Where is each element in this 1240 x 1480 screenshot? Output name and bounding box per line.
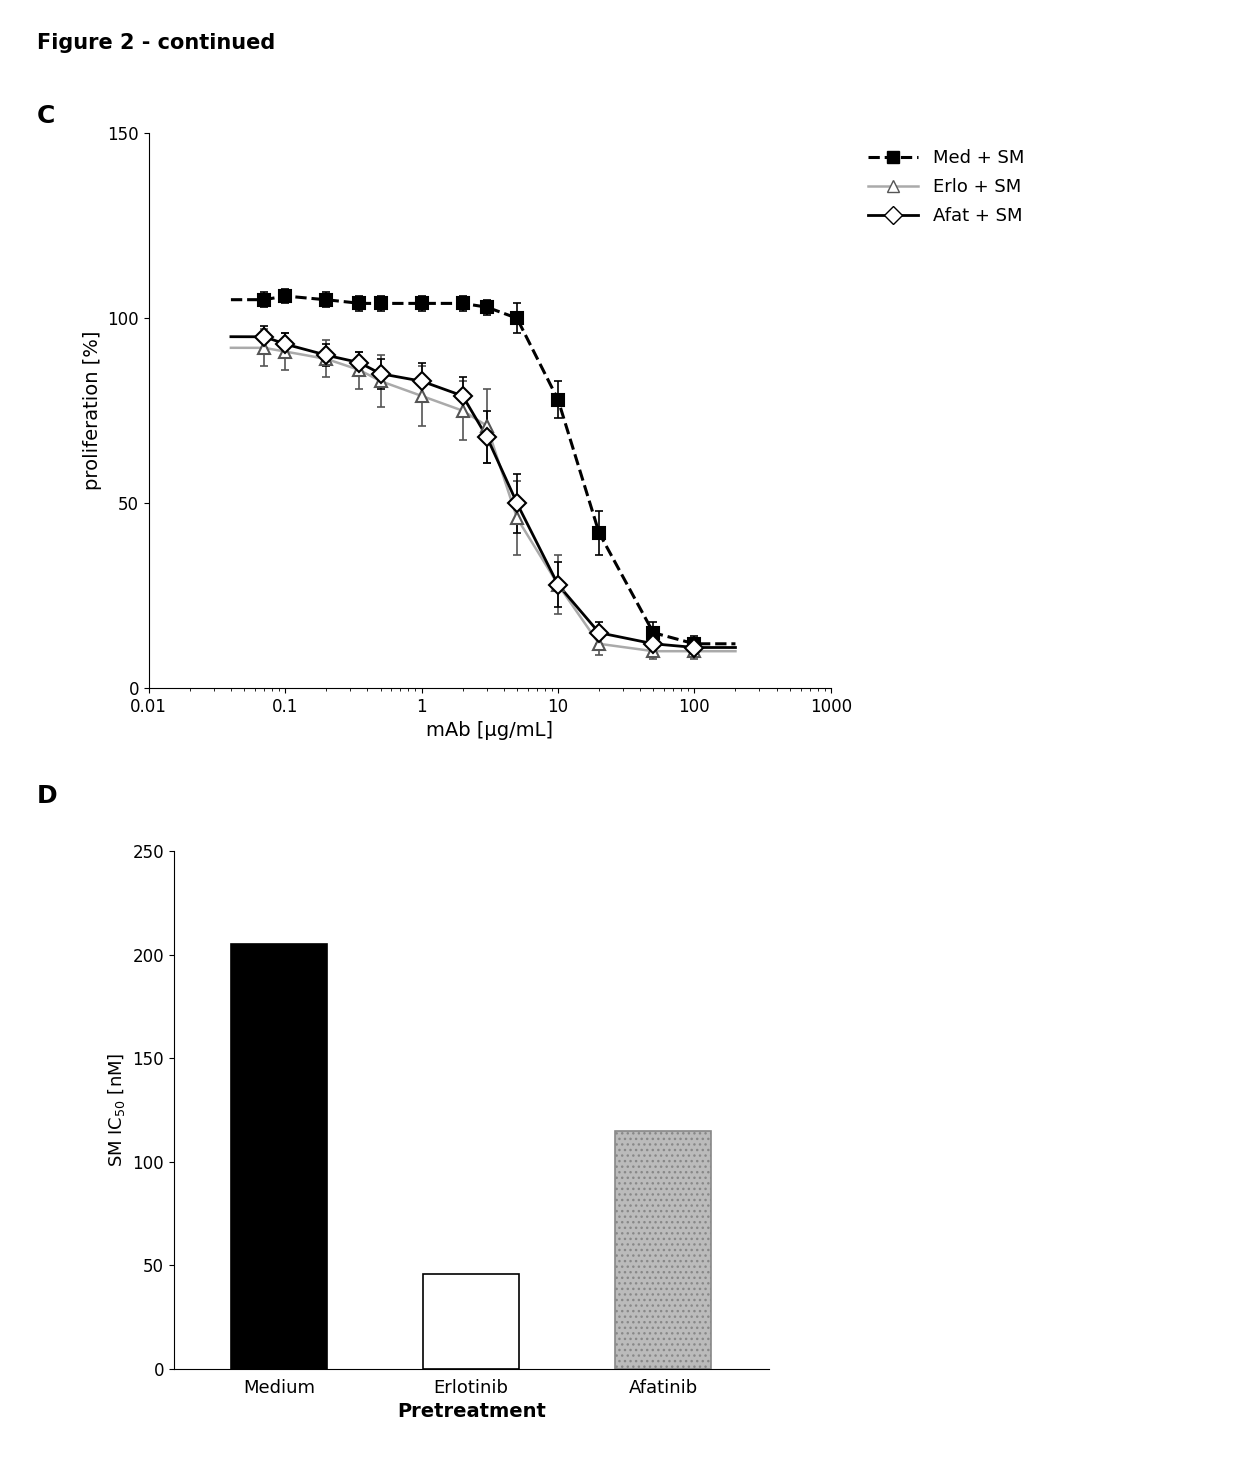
Y-axis label: proliferation [%]: proliferation [%] <box>83 332 102 490</box>
Y-axis label: SM IC$_{50}$ [nM]: SM IC$_{50}$ [nM] <box>105 1052 126 1168</box>
Text: Figure 2 - continued: Figure 2 - continued <box>37 33 275 53</box>
Legend: Med + SM, Erlo + SM, Afat + SM: Med + SM, Erlo + SM, Afat + SM <box>861 142 1032 232</box>
Bar <box>423 1274 520 1369</box>
Text: C: C <box>37 104 56 127</box>
Bar <box>615 1131 712 1369</box>
Bar <box>231 944 327 1369</box>
X-axis label: mAb [μg/mL]: mAb [μg/mL] <box>427 721 553 740</box>
X-axis label: Pretreatment: Pretreatment <box>397 1402 546 1421</box>
Text: D: D <box>37 784 58 808</box>
